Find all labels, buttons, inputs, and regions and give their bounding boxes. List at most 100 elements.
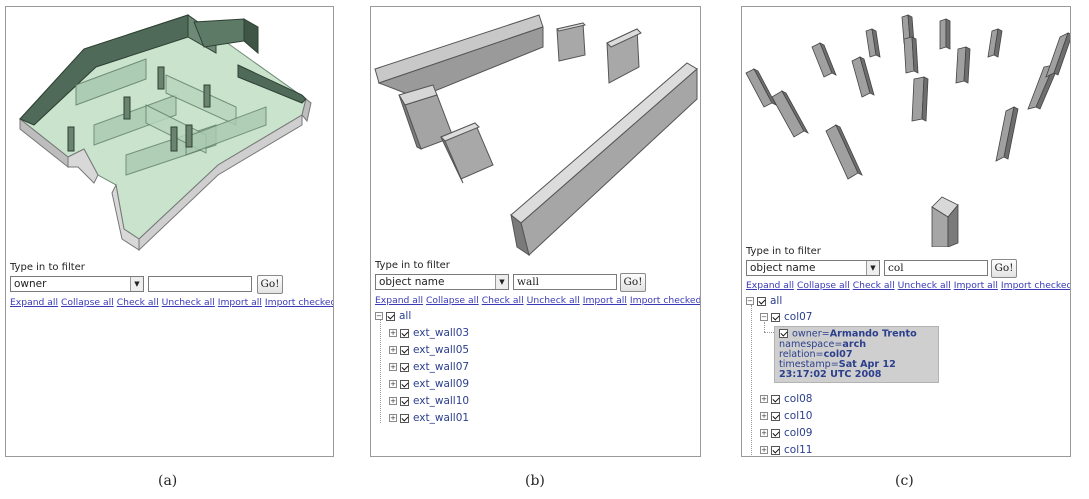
filter-field-select[interactable]: owner ▼	[10, 276, 144, 292]
checkbox[interactable]	[400, 396, 409, 406]
import-checked-link[interactable]: Import checked	[1000, 280, 1071, 291]
filter-label: Type in to filter	[10, 262, 85, 273]
expand-all-link[interactable]: Expand all	[10, 297, 59, 308]
expand-icon[interactable]: +	[389, 380, 397, 388]
checkbox[interactable]	[771, 428, 780, 438]
tree-root-label: all	[399, 310, 412, 322]
chevron-down-icon: ▼	[495, 275, 508, 289]
check-all-link[interactable]: Check all	[116, 297, 159, 308]
checkbox[interactable]	[771, 312, 780, 322]
meta-key: timestamp=	[779, 358, 839, 370]
uncheck-all-link[interactable]: Uncheck all	[526, 295, 580, 306]
filter-text-input[interactable]: col	[884, 260, 988, 276]
check-all-link[interactable]: Check all	[481, 295, 524, 306]
expand-icon[interactable]: +	[389, 397, 397, 405]
expand-all-link[interactable]: Expand all	[746, 280, 795, 291]
expand-all-link[interactable]: Expand all	[375, 295, 424, 306]
go-button[interactable]: Go!	[991, 259, 1017, 278]
tree-item-label: ext_wall10	[413, 395, 470, 407]
expand-icon[interactable]: +	[389, 363, 397, 371]
filter-text-input[interactable]: wall	[513, 274, 617, 290]
checkbox[interactable]	[400, 379, 409, 389]
tree-item[interactable]: + col11	[760, 443, 813, 456]
import-checked-link[interactable]: Import checked	[264, 297, 334, 308]
expand-icon[interactable]: +	[760, 395, 768, 403]
expand-icon[interactable]: +	[389, 414, 397, 422]
filter-label: Type in to filter	[746, 246, 821, 257]
checkbox[interactable]	[757, 296, 766, 306]
tree-item[interactable]: + ext_wall07	[389, 360, 469, 374]
collapse-icon[interactable]: −	[760, 313, 768, 321]
go-button[interactable]: Go!	[620, 273, 646, 292]
uncheck-all-link[interactable]: Uncheck all	[897, 280, 951, 291]
filter-field-select[interactable]: object name ▼	[746, 260, 880, 276]
expand-icon[interactable]: +	[389, 346, 397, 354]
collapse-all-link[interactable]: Collapse all	[426, 295, 479, 306]
filter-field-value: object name	[750, 262, 816, 274]
checkbox[interactable]	[400, 413, 409, 423]
checkbox[interactable]	[779, 329, 788, 338]
caption-a: (a)	[158, 473, 178, 489]
expand-icon[interactable]: +	[760, 446, 768, 454]
tree-item[interactable]: + ext_wall05	[389, 343, 469, 357]
walls-model-view[interactable]	[371, 7, 701, 262]
caption-b: (b)	[525, 473, 545, 489]
filter-field-select[interactable]: object name ▼	[375, 274, 509, 290]
meta-value: Sat Apr 12	[838, 358, 896, 370]
tree-item-label: col10	[784, 410, 813, 422]
collapse-all-link[interactable]: Collapse all	[61, 297, 114, 308]
building-model-view[interactable]	[6, 7, 334, 262]
meta-value: Armando Trento	[829, 328, 917, 340]
tree-connector	[764, 322, 765, 332]
tree-item-label: ext_wall09	[413, 378, 470, 390]
expand-icon[interactable]: +	[760, 412, 768, 420]
go-button[interactable]: Go!	[257, 275, 283, 294]
checkbox[interactable]	[400, 345, 409, 355]
import-all-link[interactable]: Import all	[582, 295, 627, 306]
import-checked-link[interactable]: Import checked	[629, 295, 701, 306]
check-all-link[interactable]: Check all	[852, 280, 895, 291]
meta-key: namespace=	[779, 338, 843, 350]
checkbox[interactable]	[400, 362, 409, 372]
metadata-box: owner=Armando Trento namespace=arch rela…	[774, 326, 939, 383]
tree-item-label: col08	[784, 393, 813, 405]
tree-item[interactable]: + col08	[760, 392, 812, 406]
tree-connector	[380, 319, 381, 423]
tree-item[interactable]: + ext_wall10	[389, 394, 469, 408]
filter-field-value: object name	[379, 276, 445, 288]
chevron-down-icon: ▼	[130, 277, 143, 291]
tree-item[interactable]: + col09	[760, 426, 812, 440]
meta-value: col07	[823, 348, 853, 360]
checkbox[interactable]	[771, 411, 780, 421]
tree-root-label: all	[770, 295, 783, 307]
tree-item-label: col11	[784, 444, 813, 456]
meta-key: owner=	[792, 328, 830, 340]
tree-item[interactable]: + col10	[760, 409, 812, 423]
tree-item[interactable]: + ext_wall01	[389, 411, 469, 425]
tree-item[interactable]: + ext_wall09	[389, 377, 469, 391]
action-links: Expand all Collapse all Check all Uncheck a…	[746, 280, 1071, 291]
columns-model-view[interactable]	[742, 7, 1071, 247]
uncheck-all-link[interactable]: Uncheck all	[161, 297, 215, 308]
import-all-link[interactable]: Import all	[217, 297, 262, 308]
tree-item-expanded[interactable]: − col07	[760, 310, 812, 324]
tree-connector	[764, 332, 776, 333]
checkbox[interactable]	[386, 311, 395, 321]
tree-root[interactable]: − all	[746, 294, 782, 308]
tree-item[interactable]: + ext_wall03	[389, 326, 469, 340]
panel-b: Type in to filter object name ▼ wall Go!…	[370, 6, 701, 457]
expand-icon[interactable]: +	[389, 329, 397, 337]
checkbox[interactable]	[771, 394, 780, 404]
action-links: Expand all Collapse all Check all Uncheck a…	[10, 297, 334, 308]
checkbox[interactable]	[400, 328, 409, 338]
meta-value: 23:17:02 UTC 2008	[779, 368, 882, 380]
collapse-all-link[interactable]: Collapse all	[797, 280, 850, 291]
tree-root[interactable]: − all	[375, 309, 411, 323]
filter-text-input[interactable]	[148, 276, 252, 292]
caption-c: (c)	[895, 473, 914, 489]
import-all-link[interactable]: Import all	[953, 280, 998, 291]
checkbox[interactable]	[771, 445, 780, 455]
expand-icon[interactable]: +	[760, 429, 768, 437]
collapse-icon[interactable]: −	[746, 297, 754, 305]
collapse-icon[interactable]: −	[375, 312, 383, 320]
